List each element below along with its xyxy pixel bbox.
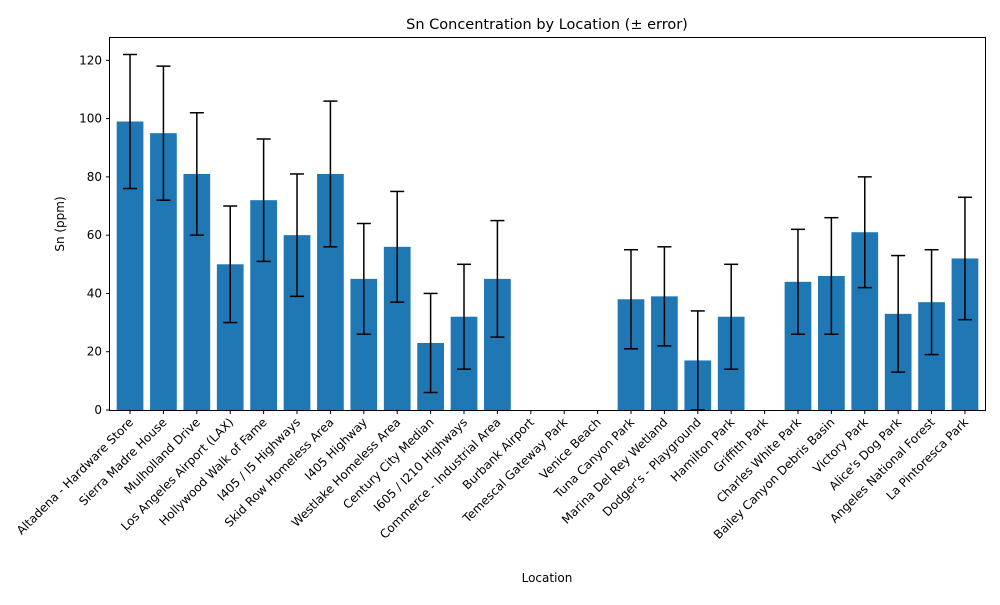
error-bars-group [123, 53, 972, 411]
y-tick-label: 60 [87, 228, 102, 242]
chart-title: Sn Concentration by Location (± error) [406, 17, 688, 33]
y-tick-label: 80 [87, 170, 102, 184]
y-axis: 0 20 40 60 80 100 120 [79, 53, 110, 417]
y-tick-label: 40 [87, 286, 102, 300]
y-tick-label: 0 [94, 403, 102, 417]
y-tick-label: 20 [87, 345, 102, 359]
y-tick-label: 120 [79, 53, 102, 67]
y-tick-label: 100 [79, 112, 102, 126]
plot-frame [109, 37, 986, 411]
x-axis-title: Location [522, 571, 573, 585]
y-axis-title: Sn (ppm) [53, 196, 67, 251]
bars-group [116, 121, 979, 410]
